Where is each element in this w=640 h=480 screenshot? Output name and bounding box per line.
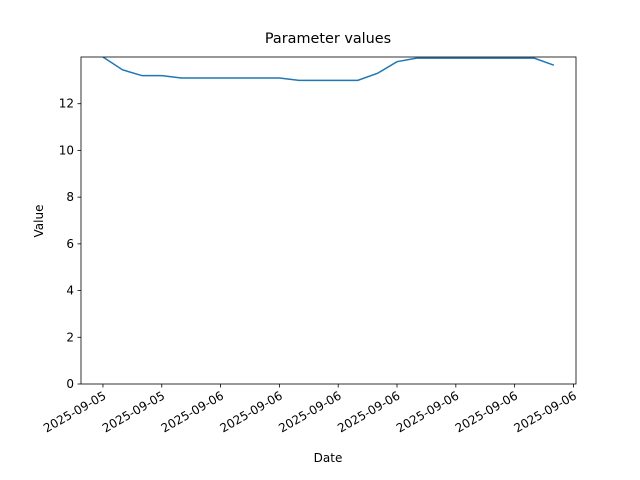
y-axis-label: Value <box>32 205 46 238</box>
chart-title: Parameter values <box>265 31 391 47</box>
y-tick-label: 4 <box>66 284 74 298</box>
x-tick-label: 2025-09-06 <box>512 388 579 435</box>
x-tick-label: 2025-09-06 <box>159 388 226 435</box>
y-tick-label: 10 <box>59 143 74 157</box>
plot-frame <box>80 56 577 385</box>
y-tick-label: 2 <box>66 330 74 344</box>
x-tick-label: 2025-09-06 <box>335 388 402 435</box>
y-tick-label: 8 <box>66 190 74 204</box>
x-tick-label: 2025-09-06 <box>217 388 284 435</box>
x-tick-label: 2025-09-06 <box>276 388 343 435</box>
y-tick-label: 12 <box>59 97 74 111</box>
y-tick-label: 6 <box>66 237 74 251</box>
x-tick-label: 2025-09-05 <box>100 388 167 435</box>
x-axis-label: Date <box>314 451 343 465</box>
x-tick-label: 2025-09-06 <box>453 388 520 435</box>
y-tick-label: 0 <box>66 377 74 391</box>
x-tick-label: 2025-09-05 <box>41 388 108 435</box>
line-series <box>102 57 555 82</box>
x-tick-label: 2025-09-06 <box>394 388 461 435</box>
